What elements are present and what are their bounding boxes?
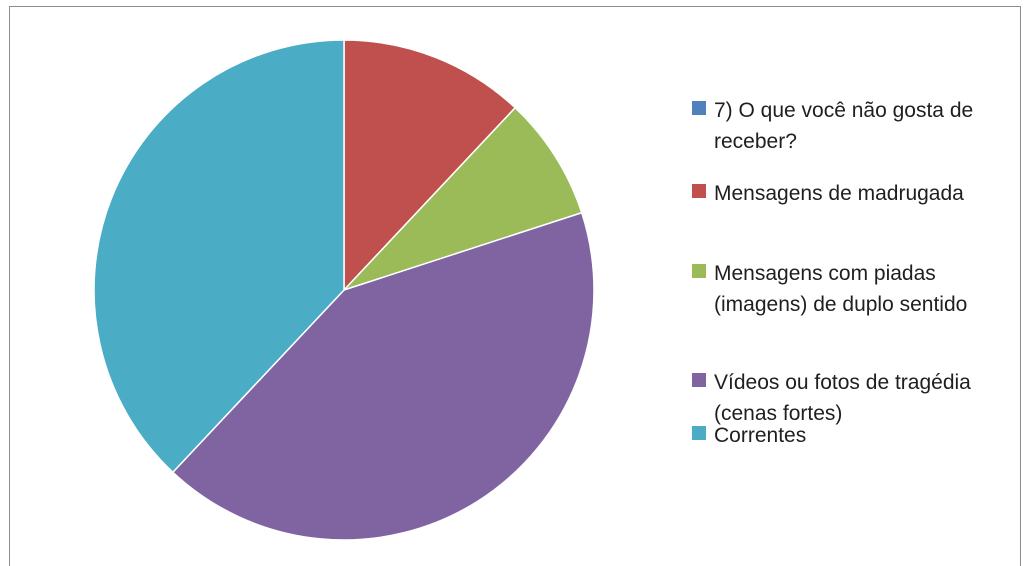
legend-swatch-1 <box>692 101 706 115</box>
pie-slices <box>93 39 595 541</box>
legend-item-4: Vídeos ou fotos de tragédia (cenas forte… <box>692 367 1014 429</box>
legend-label-5: Correntes <box>714 424 807 447</box>
legend-item-3: Mensagens com piadas (imagens) de duplo … <box>692 258 1014 320</box>
legend-label-3: Mensagens com piadas (imagens) de duplo … <box>714 262 968 316</box>
legend-swatch-3 <box>692 264 706 278</box>
legend-swatch-5 <box>692 426 706 440</box>
legend-item-2: Mensagens de madrugada <box>692 178 1014 209</box>
legend-label-1: 7) O que você não gosta de receber? <box>714 99 974 153</box>
pie-slice-2 <box>343 39 517 292</box>
legend-label-4: Vídeos ou fotos de tragédia (cenas forte… <box>714 371 971 425</box>
legend-swatch-4 <box>692 373 706 387</box>
legend-swatch-2 <box>692 184 706 198</box>
legend-item-5: Correntes <box>692 420 1014 451</box>
pie-slice-5 <box>93 39 345 474</box>
legend-item-1: 7) O que você não gosta de receber? <box>692 95 1014 157</box>
pie-slice-4 <box>171 211 595 541</box>
pie-slice-3 <box>343 106 583 291</box>
legend-label-2: Mensagens de madrugada <box>714 182 964 205</box>
